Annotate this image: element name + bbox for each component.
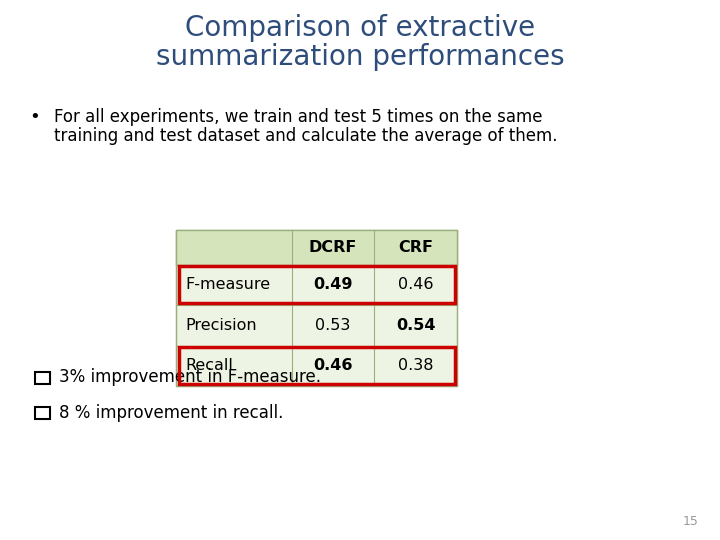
Text: •: • [29, 108, 40, 126]
FancyBboxPatch shape [176, 230, 457, 386]
Text: 0.38: 0.38 [398, 359, 433, 373]
FancyBboxPatch shape [35, 407, 50, 419]
FancyBboxPatch shape [176, 230, 457, 265]
Text: 0.54: 0.54 [396, 318, 436, 333]
Text: Comparison of extractive: Comparison of extractive [185, 14, 535, 42]
Text: summarization performances: summarization performances [156, 43, 564, 71]
Text: 0.46: 0.46 [398, 278, 433, 292]
Text: 0.46: 0.46 [313, 359, 353, 373]
Text: F-measure: F-measure [186, 278, 271, 292]
Text: 0.49: 0.49 [313, 278, 353, 292]
Text: Precision: Precision [186, 318, 257, 333]
Text: CRF: CRF [398, 240, 433, 254]
FancyBboxPatch shape [35, 372, 50, 384]
Text: 15: 15 [683, 515, 698, 528]
Text: For all experiments, we train and test 5 times on the same: For all experiments, we train and test 5… [54, 108, 542, 126]
Text: 8 % improvement in recall.: 8 % improvement in recall. [59, 403, 284, 422]
Text: 3% improvement in F-measure.: 3% improvement in F-measure. [59, 368, 321, 387]
Text: DCRF: DCRF [309, 240, 357, 254]
Text: 0.53: 0.53 [315, 318, 351, 333]
Text: Recall: Recall [186, 359, 233, 373]
Text: training and test dataset and calculate the average of them.: training and test dataset and calculate … [54, 127, 557, 145]
